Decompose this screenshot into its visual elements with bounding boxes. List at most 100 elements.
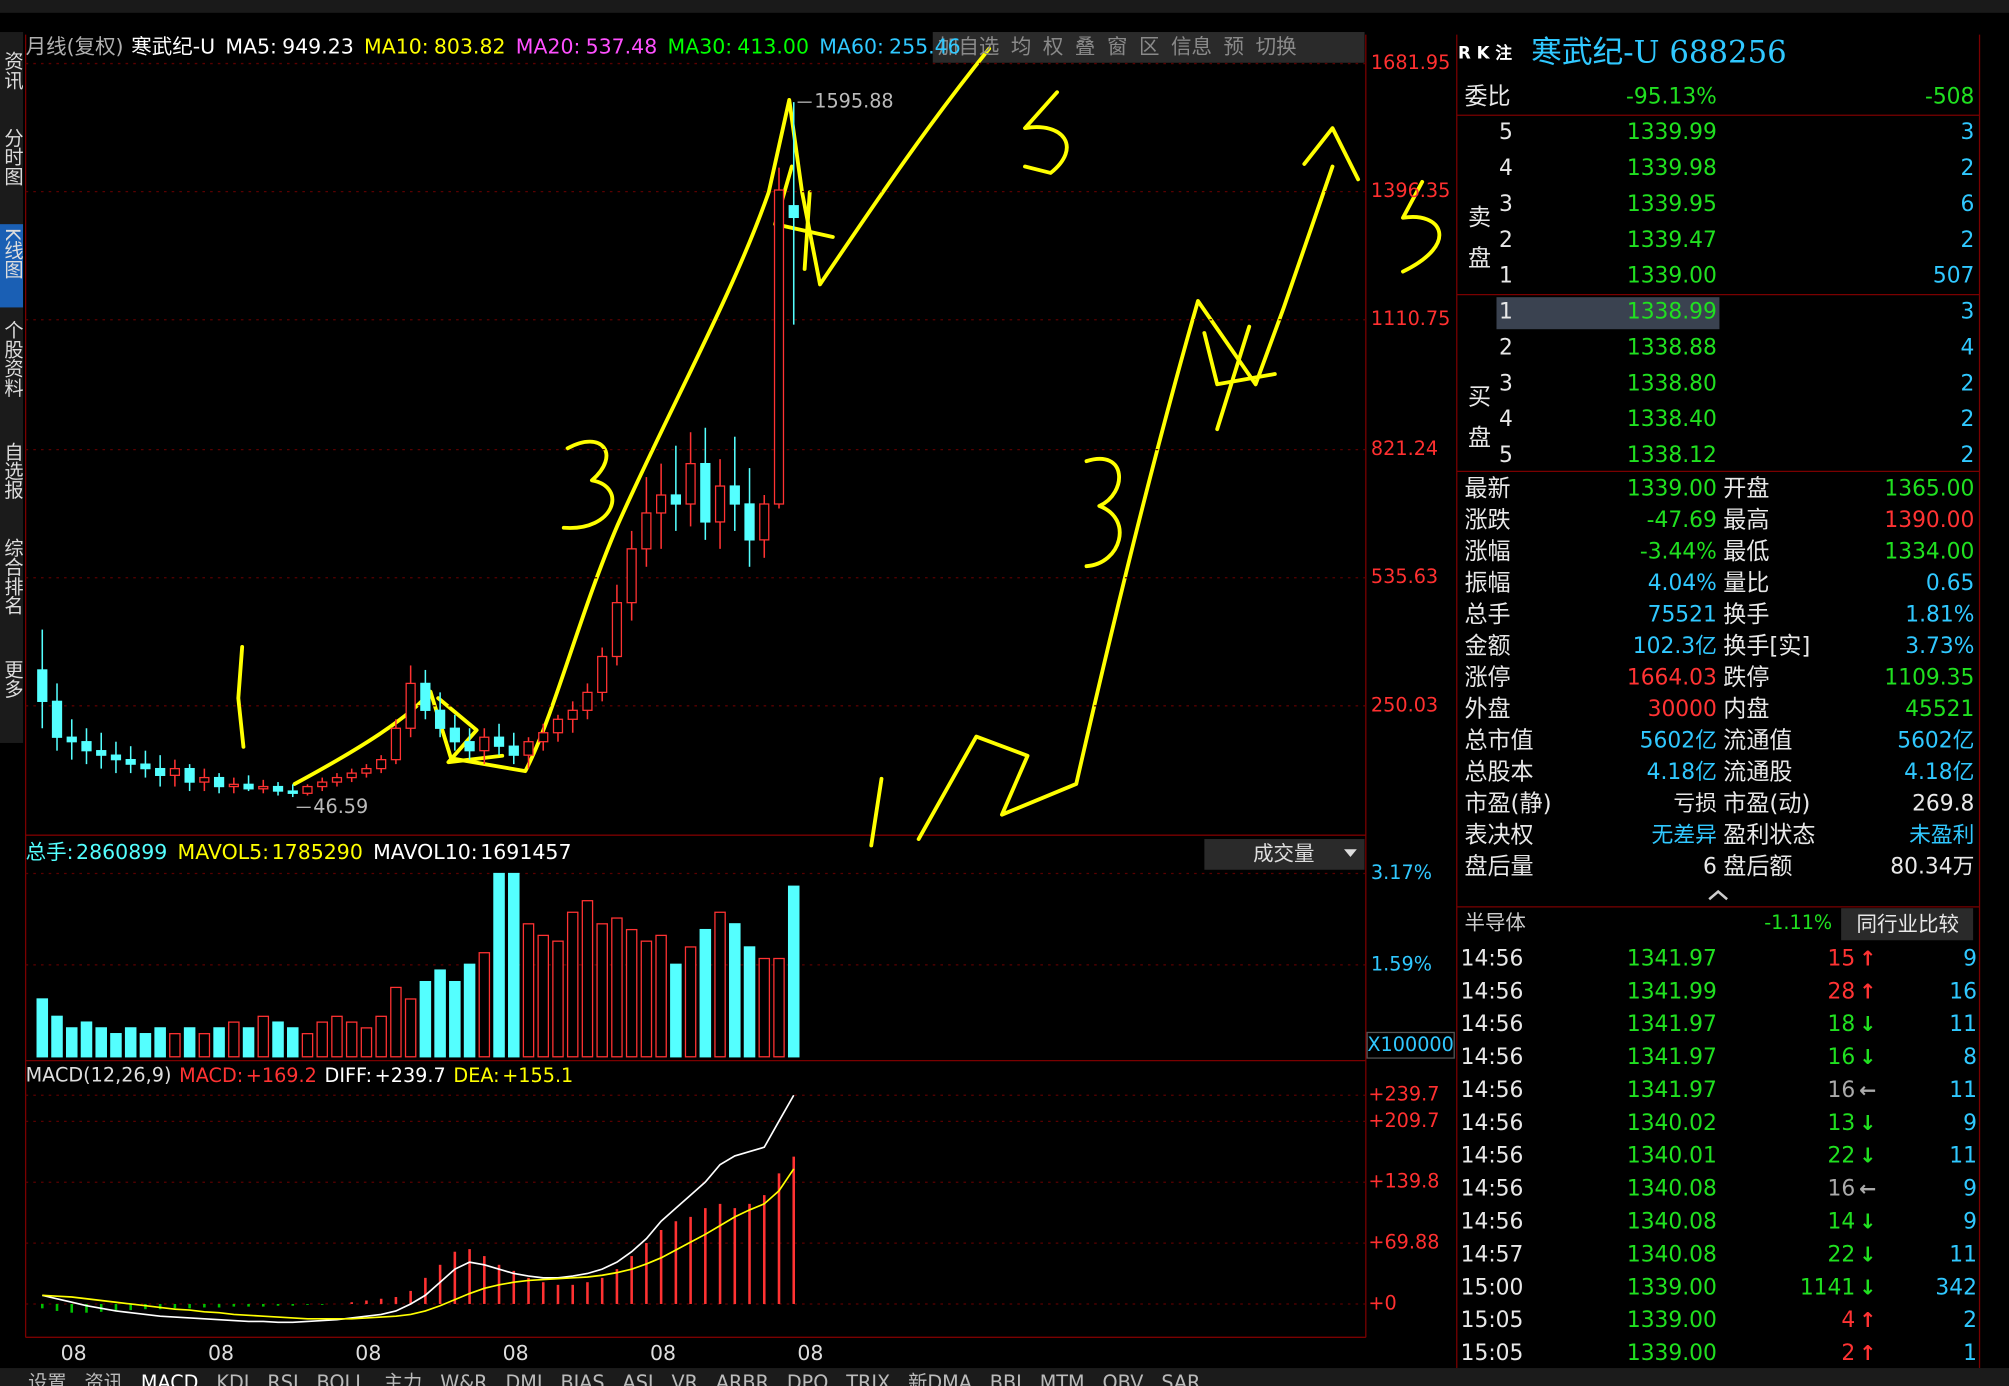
tick-price: 1339.00 — [1627, 1308, 1717, 1333]
toolbar-item[interactable]: 加自选 — [938, 34, 999, 58]
compare-label[interactable]: 同行业比较 — [1857, 912, 1959, 936]
volume-bar — [773, 957, 785, 1058]
tick-time: 14:56 — [1461, 979, 1524, 1004]
tab[interactable]: BOLL — [317, 1371, 367, 1386]
sidebar-item[interactable]: K线图 — [1, 228, 24, 279]
volume-bar — [743, 946, 756, 1058]
legend-value: 2860899 — [76, 840, 167, 864]
stroke — [1202, 324, 1277, 432]
tab[interactable]: 主力 — [384, 1371, 422, 1386]
tab[interactable]: OBV — [1103, 1371, 1144, 1386]
tab[interactable]: ARBR — [716, 1371, 769, 1386]
tab[interactable]: MACD — [141, 1371, 199, 1386]
legend-label: MA60: — [819, 34, 884, 58]
tick-time: 14:56 — [1461, 1177, 1524, 1202]
tab[interactable]: RSI — [267, 1371, 298, 1386]
stat-value: 无差异 — [1652, 823, 1717, 848]
volume-bar — [670, 963, 682, 1058]
candle-body — [641, 512, 652, 550]
tab[interactable]: 新DMA — [908, 1371, 972, 1386]
industry-change: -1.11% — [1764, 911, 1832, 934]
tick-direction: ↑ — [1859, 1341, 1876, 1365]
tab[interactable]: DMI — [505, 1371, 542, 1386]
candle-body — [508, 745, 519, 756]
candle-body — [376, 759, 387, 770]
macd-line — [42, 1168, 795, 1320]
x-tick-label: 08 — [797, 1341, 823, 1365]
y-tick-label: +239.7 — [1368, 1083, 1439, 1106]
stat-value: 亏损 — [1673, 791, 1717, 816]
tick-time: 15:00 — [1461, 1275, 1524, 1300]
volume-bar — [758, 957, 771, 1058]
book-price: 1339.95 — [1627, 192, 1717, 217]
toolbar-item[interactable]: 预 — [1224, 34, 1245, 58]
tick-time: 15:05 — [1461, 1308, 1524, 1333]
toolbar-item[interactable]: 信息 — [1171, 34, 1212, 58]
tab[interactable]: MTM — [1040, 1371, 1085, 1386]
tab[interactable]: VR — [672, 1371, 698, 1386]
tab[interactable]: 设置 — [28, 1371, 66, 1386]
tick-direction: ↓ — [1859, 1209, 1876, 1233]
volume-bar — [272, 1021, 284, 1058]
toolbar[interactable] — [932, 32, 1365, 63]
y-tick-label: +209.7 — [1368, 1109, 1439, 1132]
candle-body — [493, 736, 505, 747]
y-tick-label: 1396.35 — [1371, 179, 1450, 202]
sidebar-item[interactable]: 个股资料 — [1, 320, 24, 397]
stat-label: 流通值 — [1723, 728, 1792, 754]
candle-body — [597, 655, 608, 694]
tab[interactable]: ASI — [623, 1371, 654, 1386]
volume-bar — [684, 946, 697, 1058]
indicator-dropdown[interactable] — [1204, 839, 1365, 870]
sidebar-item[interactable]: 分时图 — [1, 128, 24, 186]
candle-body — [479, 736, 490, 752]
sidebar-item[interactable]: 自选报 — [1, 442, 24, 500]
period: 月线(复权) — [26, 34, 124, 58]
candle-body — [449, 727, 460, 743]
toolbar-item[interactable]: 切换 — [1256, 34, 1297, 58]
tab[interactable]: W&R — [440, 1371, 487, 1386]
tab[interactable]: TRIX — [845, 1371, 890, 1386]
chart-legend: 月线(复权) 寒武纪-U MA5: 949.23 MA10: 803.82 MA20: 537… — [26, 34, 961, 58]
tab[interactable]: DPO — [787, 1371, 828, 1386]
indicator-name[interactable]: 成交量 — [1253, 841, 1314, 865]
toolbar-item[interactable]: 均 — [1011, 34, 1032, 58]
toolbar-item[interactable]: 权 — [1043, 34, 1064, 58]
label: 委比 — [1464, 84, 1510, 110]
toolbar-item[interactable]: 区 — [1139, 34, 1160, 58]
sidebar-item[interactable]: 更多 — [1, 660, 24, 698]
tick-volume: 2 — [1841, 1341, 1855, 1366]
stat-value: 4.18亿 — [1647, 760, 1717, 785]
tab[interactable]: 资讯 — [85, 1371, 123, 1386]
volume-bar — [345, 1021, 358, 1058]
legend-value: +155.1 — [502, 1064, 573, 1087]
tab[interactable]: KDJ — [216, 1371, 249, 1386]
volume-bar — [463, 963, 476, 1058]
tick-direction: ↓ — [1859, 1045, 1876, 1069]
collapse-icon[interactable] — [1708, 889, 1728, 901]
tab[interactable]: SAR — [1161, 1371, 1200, 1386]
volume-bar — [301, 1033, 314, 1058]
volume-bar — [699, 928, 712, 1058]
tab[interactable]: BIAS — [560, 1371, 604, 1386]
stat-value: 1390.00 — [1884, 508, 1974, 533]
compare-button[interactable] — [1841, 908, 1974, 941]
stat-label: 盘后量 — [1464, 854, 1533, 880]
sidebar-item[interactable]: 资讯 — [1, 51, 24, 90]
legend-label: MAVOL5: — [178, 840, 270, 864]
toolbar-item[interactable]: 叠 — [1075, 34, 1096, 58]
stock-name: 寒武纪-U — [131, 34, 215, 58]
stroke — [236, 644, 246, 749]
toolbar-item[interactable]: 窗 — [1107, 34, 1128, 58]
stat-label: 开盘 — [1723, 476, 1769, 502]
sidebar-item[interactable]: 综合排名 — [1, 538, 24, 615]
stat-value: 5602亿 — [1640, 728, 1717, 753]
y-tick-label: 1110.75 — [1371, 307, 1450, 330]
candle-body — [125, 759, 136, 765]
sidebar — [0, 32, 24, 743]
candle-body — [110, 754, 122, 761]
tab[interactable]: BBI — [990, 1371, 1022, 1386]
book-volume: 2 — [1961, 228, 1975, 253]
selected-row — [1496, 297, 1720, 330]
tick-volume: 4 — [1841, 1308, 1855, 1333]
